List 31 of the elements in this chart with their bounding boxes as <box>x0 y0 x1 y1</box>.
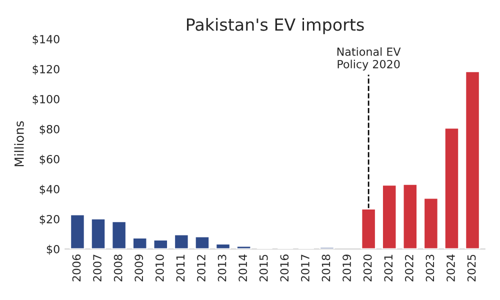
x-tick-label: 2025 <box>467 254 476 282</box>
ref-line-label: National EV Policy 2020 <box>337 47 401 70</box>
x-tick-label: 2014 <box>238 254 248 282</box>
x-tick-label: 2023 <box>426 254 434 282</box>
x-tick-label: 2013 <box>218 254 226 282</box>
x-tick-label: 2019 <box>342 254 351 282</box>
x-tick-label: 2024 <box>446 254 455 282</box>
x-tick-label: 2009 <box>134 254 144 282</box>
y-tick-label: $20 <box>40 214 60 225</box>
x-tick-label: 2008 <box>114 254 122 282</box>
y-tick-label: $80 <box>40 124 60 135</box>
y-axis-title: Millions <box>14 121 24 166</box>
x-tick-label: 2016 <box>280 254 289 282</box>
x-tick-label: 2006 <box>72 254 81 282</box>
x-tick-label: 2011 <box>176 254 185 282</box>
x-tick-label: 2012 <box>197 254 206 282</box>
x-tick-label: 2021 <box>384 254 393 282</box>
y-tick-label: $40 <box>40 184 60 195</box>
x-tick-label: 2018 <box>322 254 330 282</box>
x-tick-label: 2015 <box>259 254 268 282</box>
x-tick-label: 2022 <box>404 254 414 282</box>
chart-title: Pakistan's EV imports <box>186 18 364 34</box>
x-tick-label: 2017 <box>301 254 310 282</box>
y-tick-label: $100 <box>32 94 60 105</box>
x-tick-label: 2007 <box>93 254 102 282</box>
y-tick-label: $140 <box>32 34 60 45</box>
x-tick-label: 2020 <box>363 254 372 282</box>
y-tick-label: $60 <box>40 154 60 165</box>
x-tick-label: 2010 <box>155 254 164 282</box>
y-tick-label: $120 <box>32 64 60 75</box>
y-tick-label: $0 <box>46 244 60 255</box>
